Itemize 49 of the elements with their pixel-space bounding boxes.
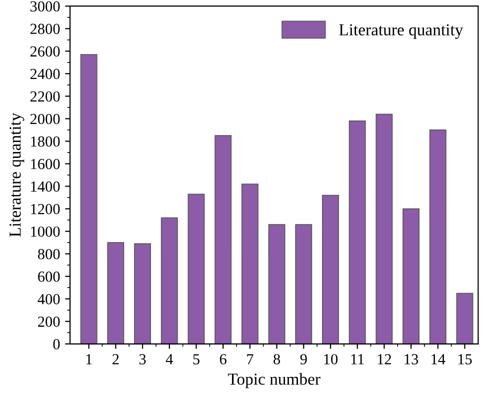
y-tick-label: 400 (38, 294, 60, 304)
x-tick-label: 2 (112, 354, 119, 364)
bar (348, 120, 366, 344)
bar (456, 292, 474, 344)
x-axis-title: Topic number (228, 373, 320, 388)
y-axis-title: Literature quantity (10, 112, 24, 237)
y-tick-label: 1600 (31, 158, 60, 170)
y-tick-label: 2400 (30, 68, 60, 80)
y-tick-label: 0 (53, 339, 60, 350)
x-tick-label: 11 (351, 354, 364, 364)
bar (241, 184, 258, 344)
y-tick-label: 2200 (30, 91, 60, 102)
x-tick-label: 5 (193, 354, 200, 364)
legend-label: Literature quantity (339, 24, 464, 39)
y-tick-label: 1000 (31, 226, 60, 237)
bar (295, 224, 312, 344)
x-tick-label: 9 (300, 354, 307, 364)
y-tick-label: 800 (38, 248, 60, 260)
x-tick-label: 10 (324, 354, 338, 364)
x-tick-label: 1 (86, 354, 92, 364)
y-tick-label: 1400 (31, 181, 60, 192)
x-tick-label: 7 (247, 354, 254, 364)
bar (188, 194, 205, 344)
bar (322, 194, 339, 344)
x-tick-label: 8 (274, 354, 280, 364)
y-tick-label: 2600 (30, 46, 60, 57)
bar (376, 114, 393, 344)
bar (80, 54, 98, 344)
bar (429, 130, 446, 344)
y-tick-label: 2800 (30, 24, 60, 34)
bar (268, 224, 286, 344)
bar (134, 243, 152, 344)
x-tick-label: 4 (166, 354, 173, 364)
y-tick-label: 200 (38, 316, 60, 327)
y-tick-label: 1200 (31, 204, 60, 214)
x-tick-label: 15 (458, 354, 472, 364)
x-tick-label: 6 (220, 354, 226, 364)
bar (214, 135, 232, 344)
y-tick-label: 1800 (31, 136, 60, 147)
y-tick-label: 600 (38, 271, 60, 282)
y-tick-label: 3000 (30, 1, 60, 12)
bar (402, 208, 420, 344)
bar (107, 242, 124, 344)
x-tick-label: 12 (378, 354, 391, 364)
y-tick-label: 2000 (30, 114, 60, 124)
x-tick-label: 14 (432, 354, 446, 364)
x-tick-label: 3 (139, 354, 146, 364)
bar (160, 217, 178, 344)
x-tick-label: 13 (404, 354, 418, 364)
